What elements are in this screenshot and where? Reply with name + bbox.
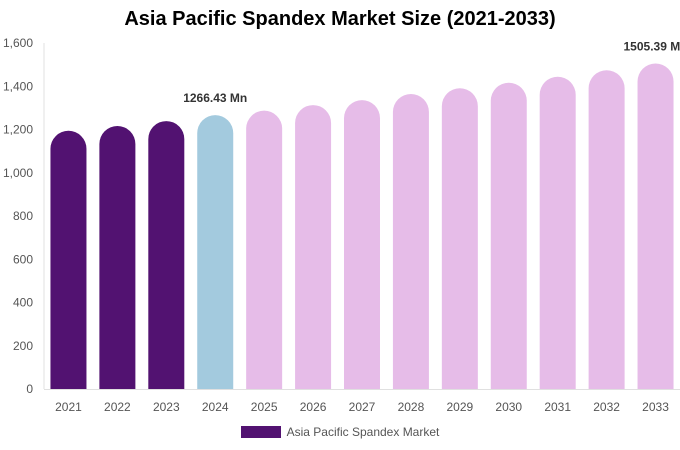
x-tick-label: 2023 xyxy=(153,400,180,414)
legend-swatch xyxy=(240,426,281,438)
x-tick-label: 2033 xyxy=(642,400,669,414)
y-tick-label: 1,600 xyxy=(3,36,33,50)
y-tick-label: 0 xyxy=(26,382,33,396)
x-tick-label: 2022 xyxy=(104,400,131,414)
bar-2029 xyxy=(441,88,478,389)
bar-2027 xyxy=(344,100,380,389)
x-tick-label: 2025 xyxy=(251,400,278,414)
bar-2021 xyxy=(50,130,87,390)
x-tick-label: 2021 xyxy=(55,400,82,414)
legend-label: Asia Pacific Spandex Market xyxy=(286,425,440,439)
bar-2024 xyxy=(197,115,234,389)
x-tick-label: 2031 xyxy=(544,400,571,414)
bar-2022 xyxy=(99,126,136,390)
x-tick-label: 2026 xyxy=(300,400,327,414)
y-tick-label: 600 xyxy=(13,252,33,266)
x-tick-label: 2027 xyxy=(349,400,376,414)
legend[interactable]: Asia Pacific Spandex Market xyxy=(0,425,680,439)
y-tick-label: 400 xyxy=(13,296,33,310)
y-tick-label: 1,000 xyxy=(3,166,33,180)
bar-2032 xyxy=(588,70,625,389)
bar-2033 xyxy=(637,63,674,389)
x-tick-label: 2028 xyxy=(398,400,425,414)
chart-title: Asia Pacific Spandex Market Size (2021-2… xyxy=(124,8,556,30)
x-tick-label: 2032 xyxy=(593,400,620,414)
x-tick-label: 2024 xyxy=(202,400,229,414)
x-tick-label: 2029 xyxy=(446,400,473,414)
data-label-2024: 1266.43 Mn xyxy=(183,91,247,105)
bar-2025 xyxy=(246,110,283,389)
bar-2023 xyxy=(148,121,185,389)
bar-2028 xyxy=(392,94,429,389)
y-tick-label: 800 xyxy=(13,209,33,223)
data-label-2033: 1505.39 Mn xyxy=(624,39,680,53)
bar-2031 xyxy=(539,76,576,390)
bar-2026 xyxy=(295,105,332,389)
y-tick-label: 1,200 xyxy=(3,123,33,137)
y-tick-label: 1,400 xyxy=(3,79,33,93)
x-tick-label: 2030 xyxy=(495,400,522,414)
y-tick-label: 200 xyxy=(13,339,33,353)
bar-2030 xyxy=(490,82,527,389)
